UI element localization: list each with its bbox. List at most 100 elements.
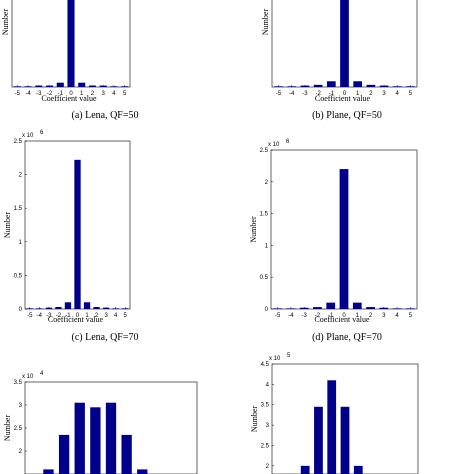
panel-3-caption: (c) Lena, QF=70 — [71, 332, 138, 343]
panel-4-caption: (d) Plane, QF=70 — [312, 332, 382, 343]
panel-5-bar--3 — [58, 434, 70, 474]
panel-1-xtick-label-4: 4 — [112, 91, 116, 97]
panel-5-y-exponent: x 10 — [22, 374, 34, 380]
panel-4-xtick-label--3: -3 — [302, 313, 308, 319]
panel-4-xtick-label-3: 3 — [382, 313, 386, 319]
panel-4-xtick-label-0: 0 — [342, 313, 346, 319]
panel-6-y-exponent: x 10 — [269, 356, 281, 362]
panel-3-ytick-label-1: 0.5 — [14, 273, 23, 279]
panel-2-xtick-label-3: 3 — [382, 91, 386, 97]
panel-5-bar--1 — [90, 407, 101, 474]
panel-4-ytick-label-1: 0.5 — [260, 275, 269, 281]
panel-1-ylabel: Number — [1, 9, 10, 36]
panel-3-ytick-label-5: 2.5 — [14, 139, 23, 145]
panel-3-ytick-label-3: 1.5 — [14, 206, 23, 212]
panel-5-bar-0 — [105, 402, 117, 474]
panel-2-xtick-label--3: -3 — [302, 91, 308, 97]
panel-3-xtick-label--4: -4 — [37, 313, 43, 319]
panel-6-ytick-label-4: 4 — [266, 382, 270, 388]
panel-1-xlabel: Coefficient value — [41, 94, 97, 103]
panel-4-xtick-label--1: -1 — [328, 313, 334, 319]
panel-4-xtick-label-5: 5 — [409, 313, 413, 319]
panel-5-ylabel: Number — [3, 415, 12, 442]
panel-2-xtick-label--1: -1 — [329, 91, 335, 97]
panel-5-ytick-label-3: 3.5 — [14, 380, 23, 386]
panel-4-xtick-label--5: -5 — [275, 313, 281, 319]
panel-3-xtick-label--1: -1 — [65, 313, 71, 319]
panel-6-axes-frame — [271, 363, 419, 474]
panel-4-bar-1 — [352, 302, 362, 309]
panel-2-xtick-label-1: 1 — [356, 91, 360, 97]
panel-5-y-exponent-power: 4 — [40, 371, 44, 377]
panel-3-xtick-label-2: 2 — [95, 313, 99, 319]
panel-1-bar-1 — [78, 82, 86, 87]
panel-4-y-exponent: x 10 — [268, 142, 280, 148]
panel-4-xtick-label-1: 1 — [356, 313, 360, 319]
panel-3-ytick-label-0: 0 — [19, 307, 23, 313]
panel-2-bar--1 — [326, 81, 336, 87]
panel-1-bar-0 — [67, 0, 75, 88]
panel-4-xtick-label--4: -4 — [288, 313, 294, 319]
panel-5-bar--4 — [43, 469, 54, 474]
panel-2-xtick-label-4: 4 — [396, 91, 400, 97]
panel-6-bar--2 — [314, 406, 323, 474]
panel-6-ylabel: Number — [250, 406, 259, 433]
panel-5-ytick-label-0: 2 — [19, 449, 23, 455]
panel-5-bar--2 — [74, 402, 85, 474]
panel-2-xtick-label-0: 0 — [343, 91, 347, 97]
panel-3-y-exponent-power: 6 — [40, 130, 44, 136]
panel-2-bar-0 — [340, 0, 349, 88]
panel-4-y-exponent-power: 6 — [286, 139, 290, 145]
panel-4-bar-0 — [339, 169, 349, 309]
panel-4-ylabel: Number — [249, 216, 258, 243]
panel-1-xtick-label--2: -2 — [47, 91, 53, 97]
panel-4-xtick-label-4: 4 — [395, 313, 399, 319]
panel-3-xtick-label--3: -3 — [46, 313, 52, 319]
panel-4-ytick-label-3: 1.5 — [260, 212, 269, 218]
panel-3-bar-0 — [74, 159, 81, 309]
panel-3-y-exponent: x 10 — [22, 133, 34, 139]
panel-4-xtick-label--2: -2 — [315, 313, 321, 319]
panel-1-xtick-label-5: 5 — [123, 91, 127, 97]
panel-2-xtick-label--2: -2 — [315, 91, 321, 97]
panel-2-xlabel: Coefficient value — [315, 94, 371, 103]
panel-2-xtick-label--4: -4 — [289, 91, 295, 97]
panel-2-xtick-label-2: 2 — [369, 91, 373, 97]
panel-5-bar-1 — [121, 434, 132, 474]
panel-3-xtick-label--5: -5 — [27, 313, 33, 319]
panel-3-xtick-label-4: 4 — [114, 313, 118, 319]
panel-4-ytick-label-5: 2.5 — [260, 148, 269, 154]
panel-3-ytick-label-2: 1 — [19, 240, 23, 246]
panel-5-ytick-label-1: 2.5 — [14, 426, 23, 432]
panel-4-xtick-label-2: 2 — [369, 313, 373, 319]
panel-1-bar--1 — [56, 82, 64, 87]
panel-6-y-exponent-power: 5 — [287, 353, 291, 359]
panel-6-ytick-label-0: 2 — [266, 464, 270, 470]
panel-6-ytick-label-3: 3.5 — [261, 403, 270, 409]
panel-6-bar-1 — [353, 465, 363, 474]
panel-3-ytick-label-4: 2 — [19, 173, 23, 179]
panel-2-ylabel: Number — [261, 9, 270, 36]
panel-1-xtick-label-2: 2 — [91, 91, 95, 97]
panel-3-xlabel: Coefficient value — [48, 315, 104, 324]
panel-6-ytick-label-1: 2.5 — [261, 443, 270, 449]
panel-4-xlabel: Coefficient value — [314, 315, 370, 324]
panel-1-caption: (a) Lena, QF=50 — [71, 110, 138, 121]
panel-6-ytick-label-5: 4.5 — [261, 362, 270, 368]
panel-3-xtick-label-0: 0 — [76, 313, 80, 319]
panel-4-ytick-label-0: 0 — [265, 307, 269, 313]
panel-2-caption: (b) Plane, QF=50 — [312, 110, 382, 121]
panel-1-xtick-label--1: -1 — [58, 91, 64, 97]
panel-1-xtick-label--4: -4 — [25, 91, 31, 97]
panel-1-xtick-label-0: 0 — [69, 91, 73, 97]
panel-4-bar--1 — [326, 302, 336, 309]
panel-1-xtick-label--5: -5 — [15, 91, 21, 97]
panel-1-xtick-label--3: -3 — [36, 91, 42, 97]
panel-4-ytick-label-2: 1 — [265, 243, 269, 249]
panel-5-ytick-label-2: 3 — [19, 403, 23, 409]
panel-6-ytick-label-2: 3 — [266, 423, 270, 429]
panel-3-xtick-label--2: -2 — [56, 313, 62, 319]
panel-6-bar-0 — [340, 406, 350, 474]
panel-3-bar-1 — [83, 302, 91, 309]
